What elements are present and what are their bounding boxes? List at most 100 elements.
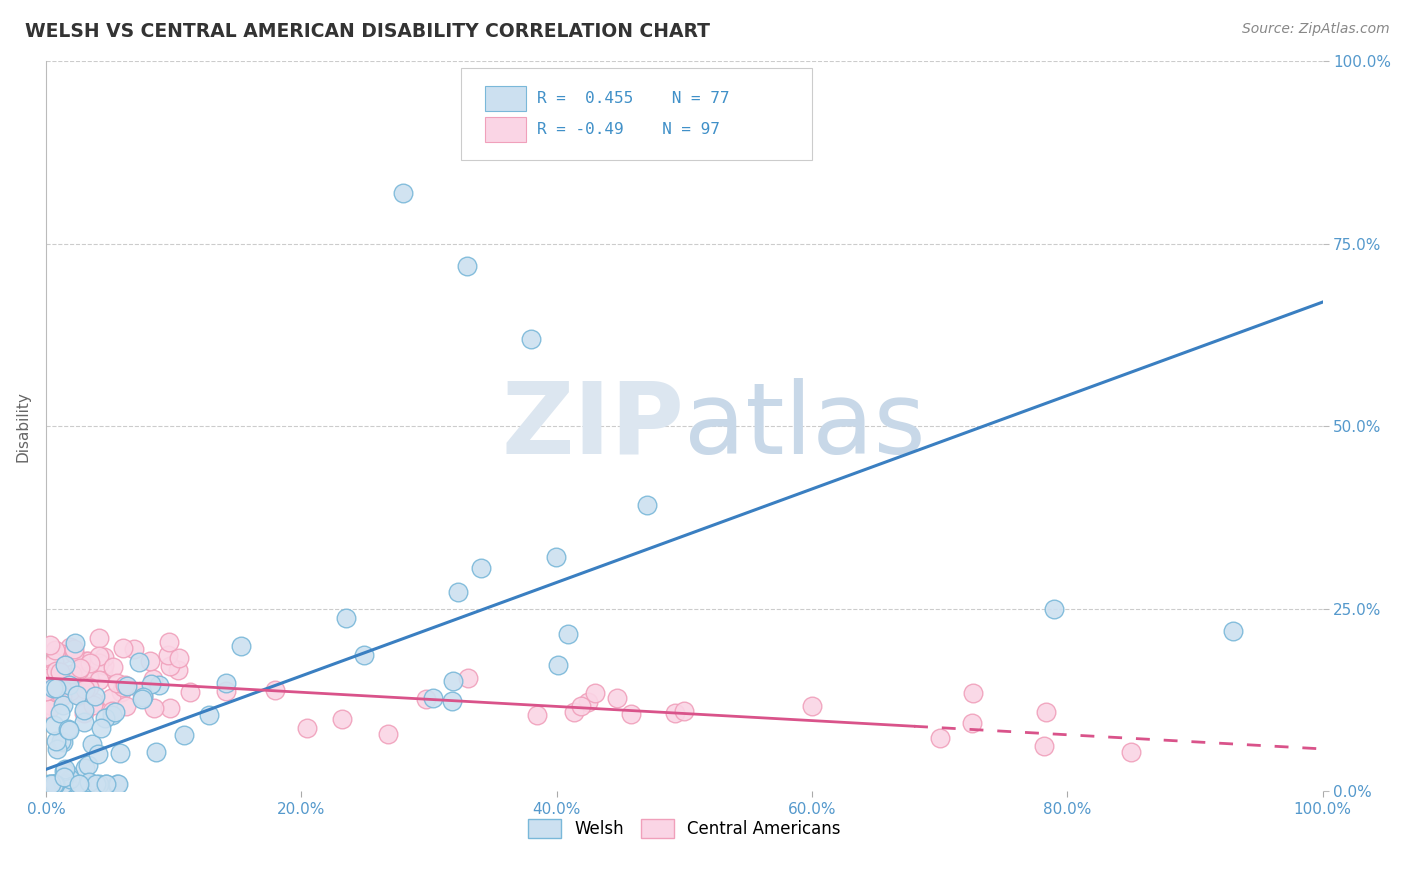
Point bbox=[673, 704, 696, 718]
Point bbox=[49, 734, 72, 748]
Point bbox=[562, 705, 585, 719]
Point bbox=[44, 655, 66, 669]
Point bbox=[159, 659, 181, 673]
Point bbox=[45, 664, 67, 678]
Point bbox=[73, 660, 96, 674]
Point bbox=[569, 699, 592, 714]
Point bbox=[82, 698, 104, 712]
Point bbox=[110, 685, 132, 699]
Point bbox=[960, 716, 983, 731]
Point bbox=[38, 702, 60, 716]
Point bbox=[167, 650, 190, 665]
Point bbox=[664, 706, 686, 720]
Point bbox=[112, 680, 135, 694]
Point bbox=[107, 777, 129, 791]
Point bbox=[42, 777, 65, 791]
Point bbox=[93, 650, 115, 665]
Point bbox=[606, 691, 628, 706]
Point bbox=[139, 654, 162, 668]
Point bbox=[67, 777, 90, 791]
Point bbox=[457, 671, 479, 685]
Point bbox=[198, 707, 221, 722]
Point bbox=[101, 707, 124, 722]
Point bbox=[56, 775, 79, 789]
Point bbox=[60, 666, 83, 681]
Text: Source: ZipAtlas.com: Source: ZipAtlas.com bbox=[1241, 22, 1389, 37]
Point bbox=[51, 689, 73, 703]
Point bbox=[72, 673, 94, 687]
Point bbox=[35, 684, 58, 698]
Point bbox=[69, 689, 91, 703]
Point bbox=[55, 678, 77, 692]
Point bbox=[173, 727, 195, 741]
Point bbox=[83, 695, 105, 709]
Point bbox=[73, 706, 96, 720]
Point bbox=[52, 764, 75, 778]
Point bbox=[53, 657, 76, 672]
Point bbox=[49, 665, 72, 680]
Point bbox=[96, 777, 118, 791]
Point bbox=[52, 777, 75, 791]
Point bbox=[107, 675, 129, 690]
Point bbox=[86, 777, 108, 791]
Point bbox=[636, 498, 658, 512]
Point bbox=[94, 777, 117, 791]
Point bbox=[73, 703, 96, 717]
Point bbox=[59, 640, 82, 655]
Point bbox=[45, 681, 67, 695]
Point bbox=[56, 766, 79, 780]
Point bbox=[53, 762, 76, 776]
Y-axis label: Disability: Disability bbox=[15, 391, 30, 462]
Point bbox=[58, 772, 80, 786]
Point bbox=[35, 669, 58, 683]
Point bbox=[49, 665, 72, 679]
Point bbox=[142, 672, 165, 686]
Point bbox=[79, 657, 101, 671]
Point bbox=[52, 770, 75, 784]
Point bbox=[263, 683, 285, 698]
Point bbox=[77, 671, 100, 685]
Point bbox=[42, 681, 65, 695]
Point bbox=[335, 611, 357, 625]
Point bbox=[392, 186, 415, 200]
Point bbox=[620, 706, 643, 721]
Point bbox=[69, 661, 91, 675]
Point bbox=[39, 777, 62, 791]
Point bbox=[546, 550, 568, 565]
Point bbox=[179, 685, 201, 699]
Point bbox=[58, 668, 80, 682]
Point bbox=[110, 746, 132, 760]
Point bbox=[547, 658, 569, 673]
Point bbox=[105, 777, 128, 791]
Point bbox=[115, 679, 138, 693]
Point bbox=[90, 722, 112, 736]
Text: ZIP: ZIP bbox=[502, 377, 685, 475]
Point bbox=[295, 721, 318, 735]
Point bbox=[44, 718, 66, 732]
Legend: Welsh, Central Americans: Welsh, Central Americans bbox=[522, 813, 848, 845]
Point bbox=[37, 671, 59, 685]
Point bbox=[353, 648, 375, 662]
Point bbox=[114, 677, 136, 691]
Point bbox=[415, 691, 437, 706]
Point bbox=[456, 259, 478, 273]
Point bbox=[51, 735, 73, 749]
Point bbox=[1033, 739, 1056, 754]
Point bbox=[159, 701, 181, 715]
Point bbox=[156, 648, 179, 662]
Point bbox=[132, 690, 155, 705]
Point bbox=[58, 722, 80, 736]
Point bbox=[45, 734, 67, 748]
Point bbox=[93, 658, 115, 673]
Point bbox=[49, 668, 72, 682]
Point bbox=[66, 688, 89, 702]
Point bbox=[65, 636, 87, 650]
Point bbox=[131, 692, 153, 706]
Point bbox=[100, 704, 122, 718]
Point bbox=[73, 681, 96, 696]
Point bbox=[1222, 624, 1244, 638]
Point bbox=[122, 642, 145, 657]
Point bbox=[38, 670, 60, 684]
Point bbox=[75, 761, 97, 775]
Point bbox=[46, 741, 69, 756]
